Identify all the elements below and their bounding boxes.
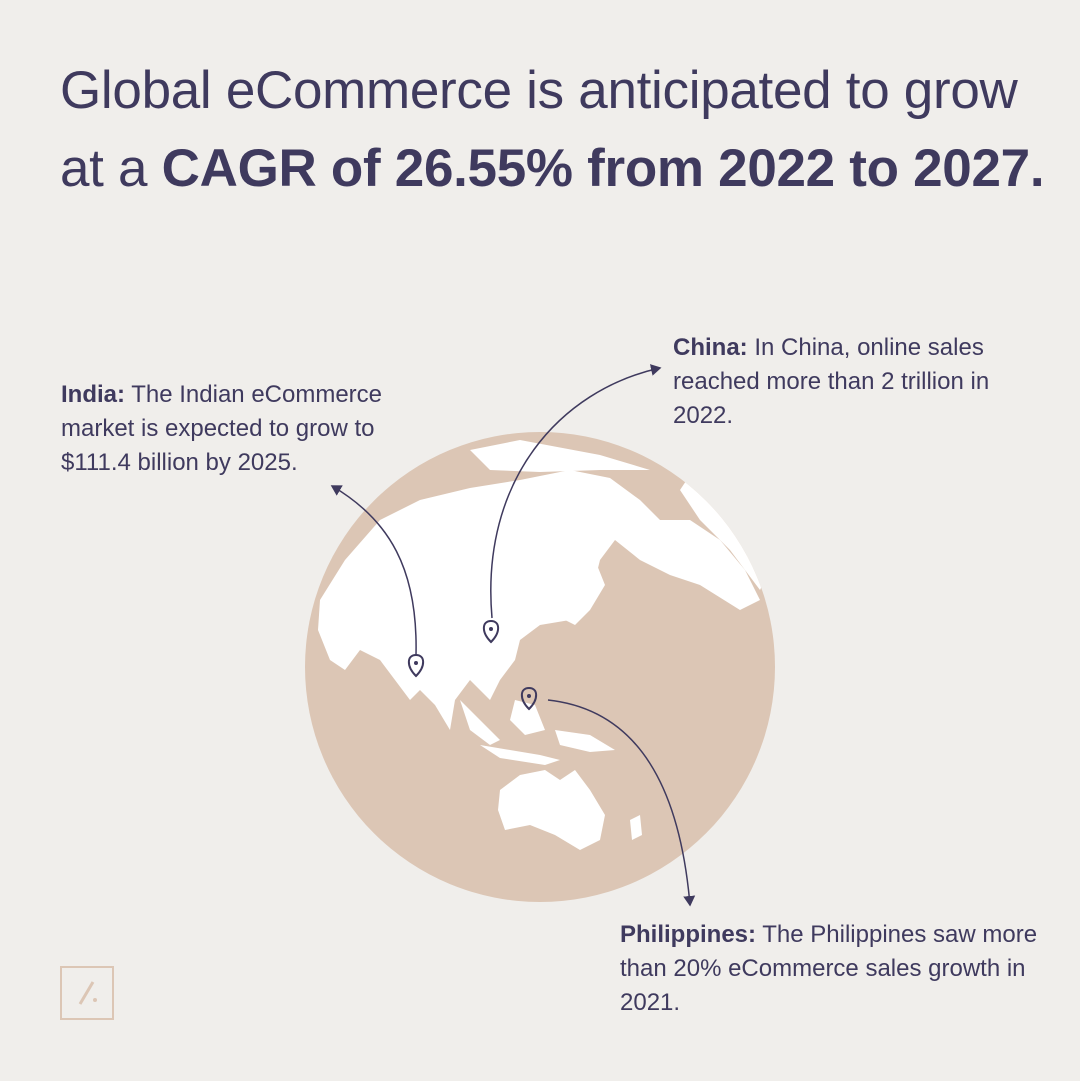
callout-text: The Indian eCommerce market is expected … bbox=[61, 381, 383, 476]
philippines-arrow bbox=[547, 699, 696, 907]
headline-regular: Global eCommerce is anticipated to grow … bbox=[60, 61, 1018, 198]
pins bbox=[407, 619, 538, 711]
logo bbox=[60, 966, 114, 1020]
headline-bold: CAGR of 26.55% from 2022 to 2027. bbox=[161, 139, 1045, 198]
india-arrow bbox=[330, 485, 417, 656]
headline: Global eCommerce is anticipated to grow … bbox=[60, 52, 1050, 208]
callout-text: In China, online sales reached more than… bbox=[673, 334, 990, 429]
country: India: bbox=[61, 381, 125, 408]
callout-text: The Philippines saw more than 20% eComme… bbox=[620, 921, 1038, 1016]
logo-mark bbox=[78, 981, 95, 1005]
callout: India: The Indian eCommerce market is ex… bbox=[61, 378, 436, 480]
callout: Philippines: The Philippines saw more th… bbox=[620, 918, 1040, 1020]
china-arrow bbox=[490, 364, 662, 619]
country: China: bbox=[673, 334, 748, 361]
callout: China: In China, online sales reached mo… bbox=[673, 331, 1033, 433]
country: Philippines: bbox=[620, 921, 757, 948]
